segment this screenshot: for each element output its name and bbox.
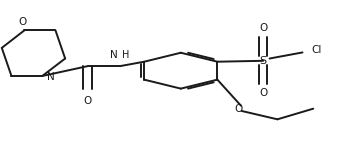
Text: N: N: [110, 50, 118, 60]
Text: O: O: [83, 96, 92, 106]
Text: O: O: [259, 23, 267, 33]
Text: O: O: [234, 104, 242, 114]
Text: Cl: Cl: [311, 45, 322, 55]
Text: N: N: [47, 72, 54, 82]
Text: H: H: [122, 50, 129, 60]
Text: S: S: [260, 56, 267, 66]
Text: O: O: [259, 88, 267, 98]
Text: O: O: [18, 17, 27, 27]
